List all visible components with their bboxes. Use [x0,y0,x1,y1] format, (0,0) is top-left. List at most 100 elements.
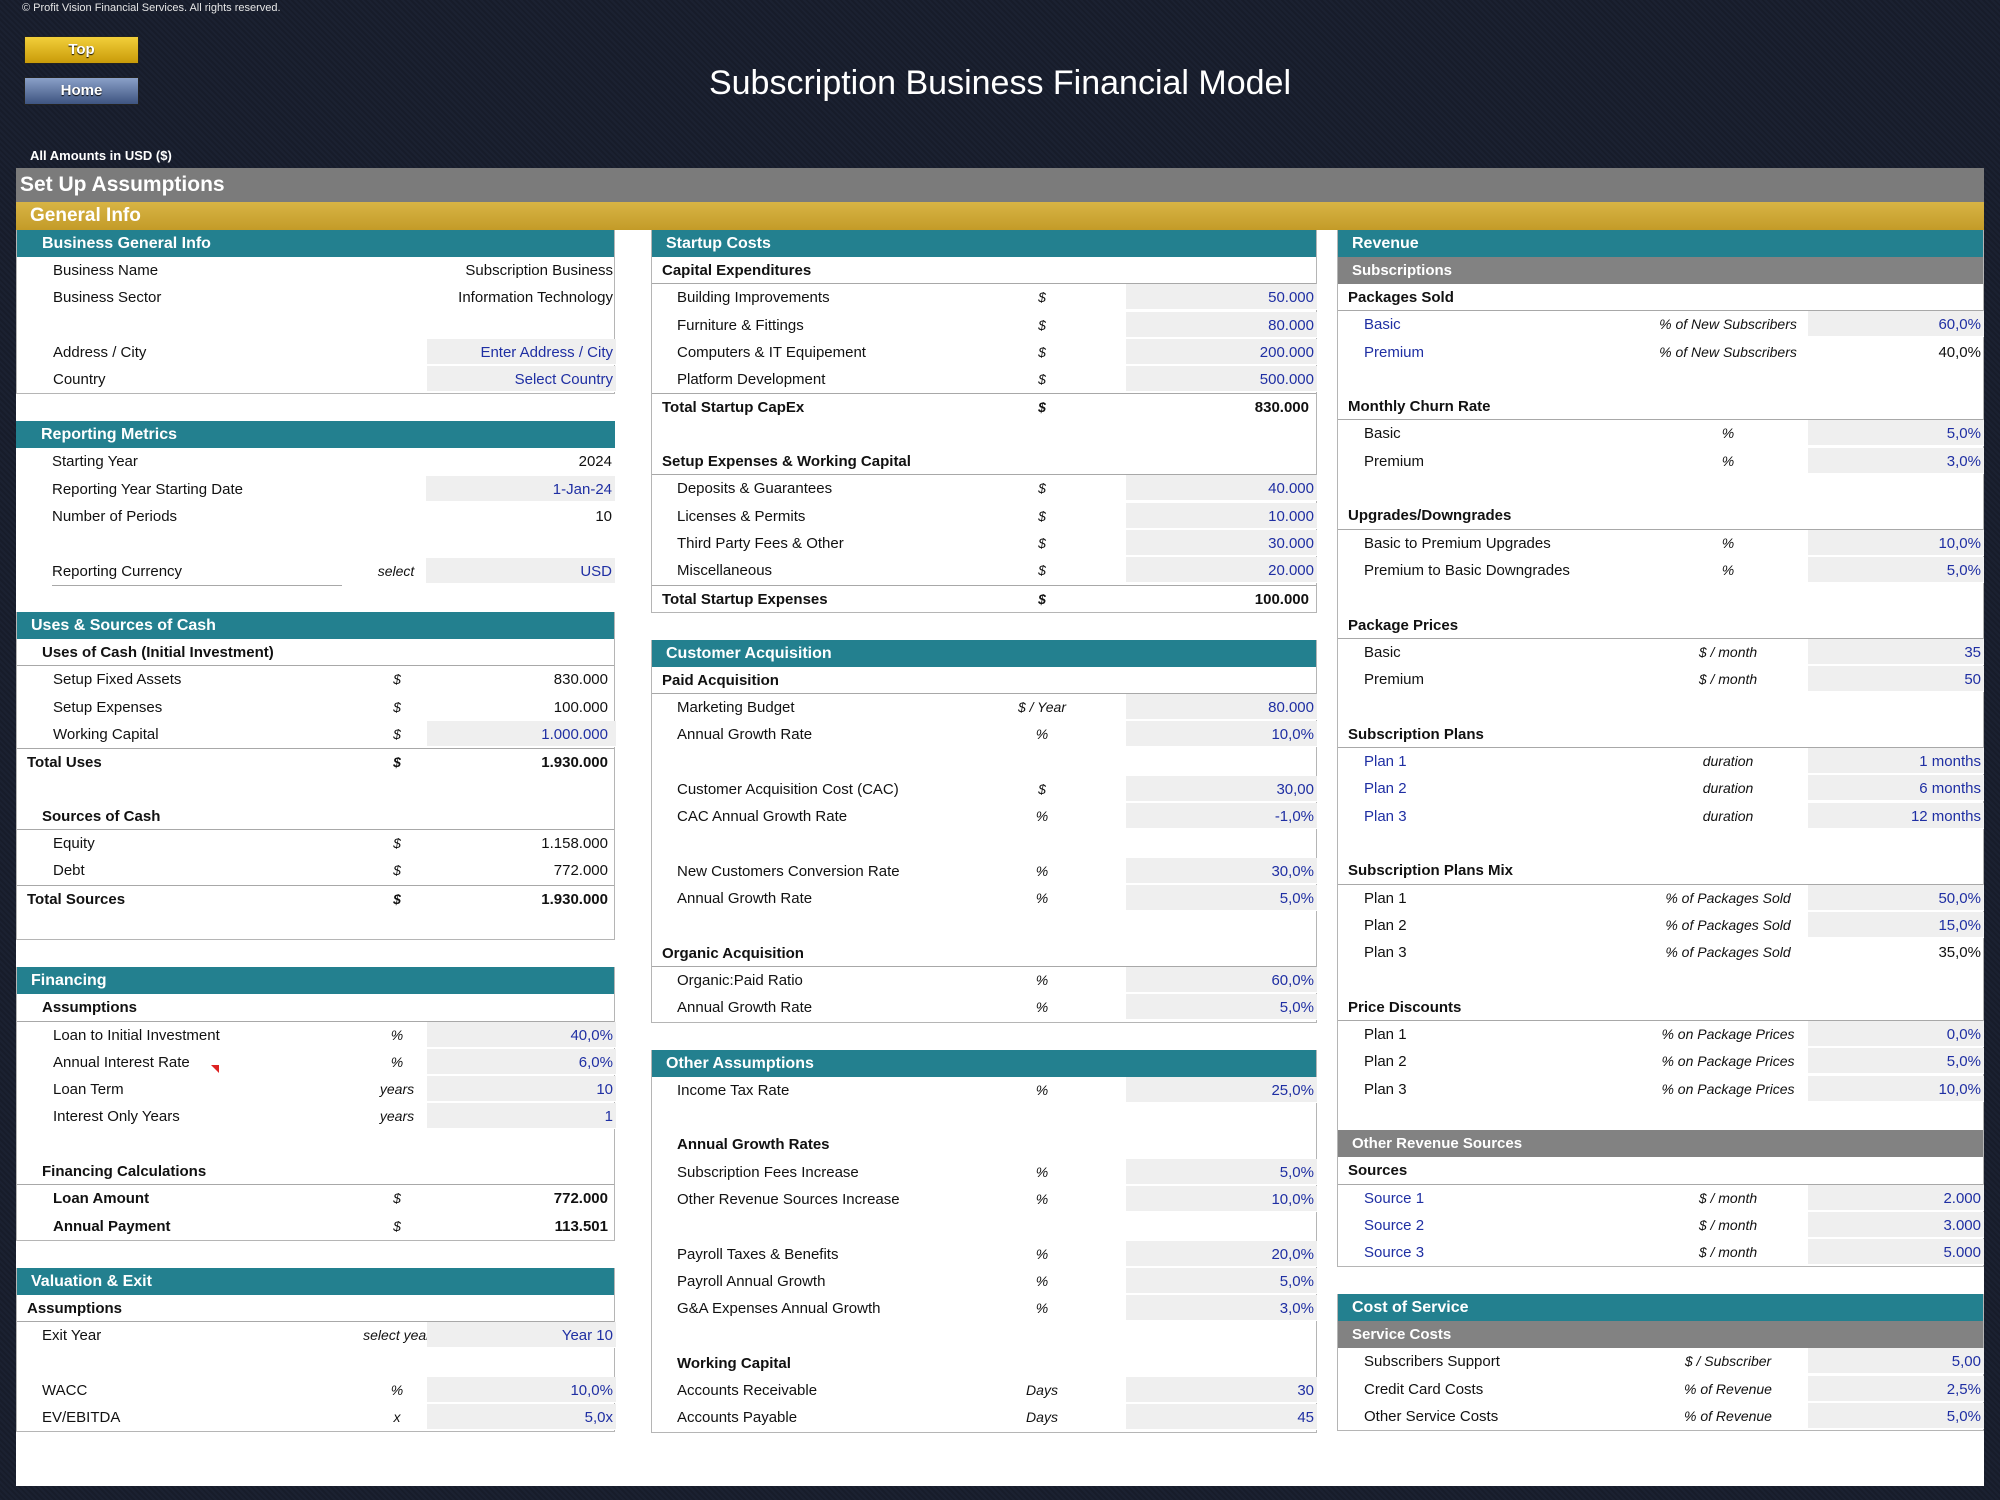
financing-label: Interest Only Years [53,1108,180,1126]
exit-year-select[interactable]: Year 10 [427,1322,616,1349]
ap-input[interactable]: 45 [1126,1404,1317,1431]
discount-input[interactable]: 0,0% [1808,1021,1984,1048]
service-cost-input[interactable]: 5,00 [1808,1348,1984,1375]
home-button[interactable]: Home [24,77,139,105]
revenue-source-input[interactable]: 5.000 [1808,1239,1984,1266]
table-row: Setup Fixed Assets $ 830.000 [17,666,614,693]
plans-subheader-row: Subscription Plans [1338,721,1983,749]
basic-input[interactable]: 60,0% [1808,311,1984,338]
capex-input[interactable]: 80.000 [1126,311,1317,338]
mix-input[interactable]: 15,0% [1808,911,1984,938]
total-capex-value: 830.000 [1254,399,1309,417]
periods-value[interactable]: 10 [595,508,612,526]
ga-input[interactable]: 3,0% [1126,1295,1317,1322]
periods-row: Number of Periods 10 [16,503,615,530]
revenue-source-input[interactable]: 2.000 [1808,1184,1984,1211]
loan-term-input[interactable]: 10 [427,1076,616,1103]
address-input[interactable]: Enter Address / City [427,338,616,365]
budget-growth-label: Annual Growth Rate [677,726,813,744]
uses-value: 100.000 [553,698,608,716]
ev-ebitda-input[interactable]: 5,0x [427,1404,616,1431]
plan-duration-input[interactable]: 6 months [1808,775,1984,802]
service-cost-input[interactable]: 2,5% [1808,1375,1984,1402]
reporting-section: Reporting Metrics Starting Year 2024 Rep… [16,421,615,586]
mix-input[interactable]: 50,0% [1808,884,1984,911]
business-sector-value[interactable]: Information Technology [458,289,613,307]
updown-subheader-row: Upgrades/Downgrades [1338,502,1983,530]
total-setup-value: 100.000 [1254,590,1309,608]
working-capital-input[interactable]: 1.000.000 [427,720,616,747]
price-premium-input[interactable]: 50 [1808,666,1984,693]
upgrades-input[interactable]: 10,0% [1808,529,1984,556]
business-name-row: Business Name Subscription Business [17,257,614,284]
setup-input[interactable]: 30.000 [1126,529,1317,556]
start-date-label: Reporting Year Starting Date [52,480,243,498]
table-row: Plan 1 % on Package Prices 0,0% [1338,1021,1984,1048]
cac-input[interactable]: 30,00 [1126,776,1317,803]
business-name-value[interactable]: Subscription Business [465,262,613,279]
column-middle: Startup Costs Capital Expenditures Build… [651,230,1317,1433]
total-capex-unit: $ [1038,399,1046,416]
paid-subheader-row: Paid Acquisition [652,667,1316,695]
budget-input[interactable]: 80.000 [1126,694,1317,721]
revenue-source-input[interactable]: 3.000 [1808,1211,1984,1238]
financing-unit: % [390,1053,404,1070]
plan-duration-input[interactable]: 1 months [1808,748,1984,775]
organic-growth-input[interactable]: 5,0% [1126,994,1317,1021]
setup-input[interactable]: 40.000 [1126,475,1317,502]
downgrades-input[interactable]: 5,0% [1808,556,1984,583]
country-select[interactable]: Select Country [427,366,616,393]
service-cost-input[interactable]: 5,0% [1808,1402,1984,1429]
loan-to-investment-input[interactable]: 40,0% [427,1021,616,1048]
budget-unit: $ / Year [1017,699,1066,716]
payroll-growth-input[interactable]: 5,0% [1126,1267,1317,1294]
price-basic-input[interactable]: 35 [1808,638,1984,665]
interest-only-input[interactable]: 1 [427,1103,616,1130]
setup-input[interactable]: 20.000 [1126,557,1317,584]
table-row: Source 2 $ / month 3.000 [1338,1211,1984,1239]
uses-value: 830.000 [553,671,608,689]
tax-label: Income Tax Rate [677,1081,790,1099]
budget-growth-input[interactable]: 10,0% [1126,721,1317,748]
cac-row: Customer Acquisition Cost (CAC) $ 30,00 [652,776,1317,803]
upgrades-label: Basic to Premium Upgrades [1364,534,1551,552]
service-cost-label: Subscribers Support [1364,1353,1500,1371]
service-cost-unit: % of Revenue [1684,1407,1772,1424]
interest-rate-input[interactable]: 6,0% [427,1048,616,1075]
setup-subheader: Setup Expenses & Working Capital [662,453,911,471]
ar-input[interactable]: 30 [1126,1376,1317,1403]
comment-indicator-icon[interactable] [211,1065,219,1073]
start-year-value[interactable]: 2024 [578,453,612,471]
plan-duration-input[interactable]: 12 months [1808,802,1984,829]
capex-unit: $ [1038,343,1046,360]
annual-payment-label: Annual Payment [53,1217,171,1235]
subscriptions-header: Subscriptions [1338,257,1983,284]
tax-input[interactable]: 25,0% [1126,1076,1317,1103]
capex-input[interactable]: 50.000 [1126,284,1317,311]
table-row: Platform Development $ 500.000 [652,366,1317,393]
discount-input[interactable]: 5,0% [1808,1048,1984,1075]
discount-input[interactable]: 10,0% [1808,1075,1984,1102]
currency-select[interactable]: USD [426,557,615,584]
top-button[interactable]: Top [24,36,139,64]
wacc-input[interactable]: 10,0% [427,1376,616,1403]
table-row: Credit Card Costs % of Revenue 2,5% [1338,1375,1984,1403]
churn-basic-input[interactable]: 5,0% [1808,420,1984,447]
capex-input[interactable]: 200.000 [1126,338,1317,365]
discount-label: Plan 1 [1364,1026,1407,1044]
capex-input[interactable]: 500.000 [1126,366,1317,393]
churn-premium-input[interactable]: 3,0% [1808,447,1984,474]
start-date-input[interactable]: 1-Jan-24 [426,475,615,502]
payroll-input[interactable]: 20,0% [1126,1240,1317,1267]
setup-input[interactable]: 10.000 [1126,502,1317,529]
fees-input[interactable]: 5,0% [1126,1158,1317,1185]
other-revenue-input[interactable]: 10,0% [1126,1185,1317,1212]
ratio-input[interactable]: 60,0% [1126,967,1317,994]
business-name-label: Business Name [53,262,159,279]
conversion-input[interactable]: 30,0% [1126,857,1317,884]
cac-growth-input[interactable]: -1,0% [1126,803,1317,830]
setup-unit: $ [1038,562,1046,579]
spacer [17,912,614,939]
conversion-growth-input[interactable]: 5,0% [1126,885,1317,912]
plans-subheader: Subscription Plans [1348,725,1484,743]
